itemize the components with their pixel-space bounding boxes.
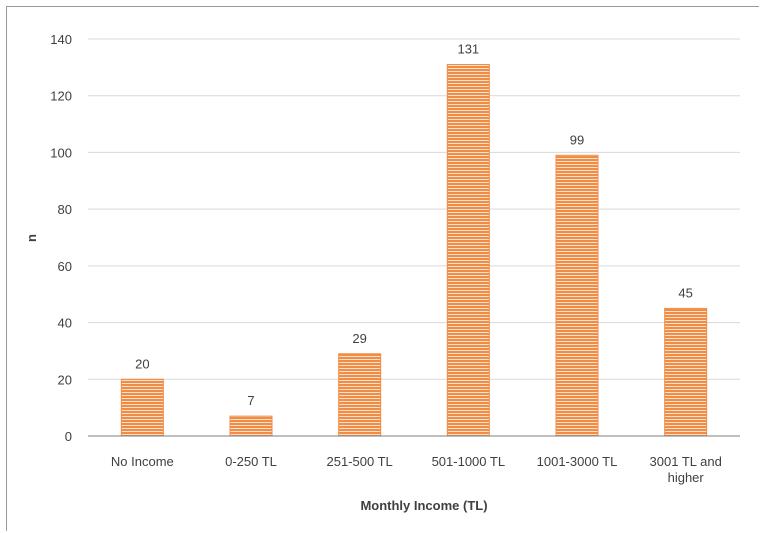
- gridlines: [88, 38, 740, 380]
- y-tick-labels: 0 20 40 60 80 100 120 140: [50, 32, 72, 444]
- data-label: 7: [247, 393, 254, 408]
- y-tick-label: 80: [58, 202, 72, 217]
- data-label: 99: [570, 132, 584, 147]
- bar: [338, 353, 382, 437]
- data-label: 131: [457, 42, 479, 57]
- x-axis-title: Monthly Income (TL): [360, 498, 487, 513]
- bar: [446, 64, 490, 437]
- y-tick-label: 0: [65, 429, 72, 444]
- x-tick-label: No Income: [111, 454, 174, 469]
- y-tick-label: 120: [50, 89, 72, 104]
- y-axis-title: n: [24, 234, 39, 242]
- chart-frame: [6, 6, 759, 531]
- bar: [664, 307, 708, 437]
- bar: [555, 154, 599, 437]
- x-tick-label: 0-250 TL: [225, 454, 277, 469]
- bar: [120, 378, 164, 437]
- x-tick-label: 1001-3000 TL: [537, 454, 618, 469]
- data-labels: 20 7 29 131 99 45: [135, 42, 693, 409]
- x-tick-label: 3001 TL and higher: [650, 454, 722, 485]
- bars: [120, 64, 708, 437]
- data-label: 29: [352, 331, 366, 346]
- bar: [229, 415, 273, 437]
- y-tick-label: 60: [58, 259, 72, 274]
- data-label: 20: [135, 356, 149, 371]
- x-tick-label: 251-500 TL: [327, 454, 393, 469]
- data-label: 45: [678, 285, 692, 300]
- y-tick-label: 140: [50, 32, 72, 47]
- x-tick-label: 501-1000 TL: [432, 454, 506, 469]
- y-tick-label: 100: [50, 145, 72, 160]
- y-tick-label: 20: [58, 372, 72, 387]
- y-tick-label: 40: [58, 316, 72, 331]
- x-tick-labels: No Income 0-250 TL 251-500 TL 501-1000 TL 10…: [111, 454, 722, 485]
